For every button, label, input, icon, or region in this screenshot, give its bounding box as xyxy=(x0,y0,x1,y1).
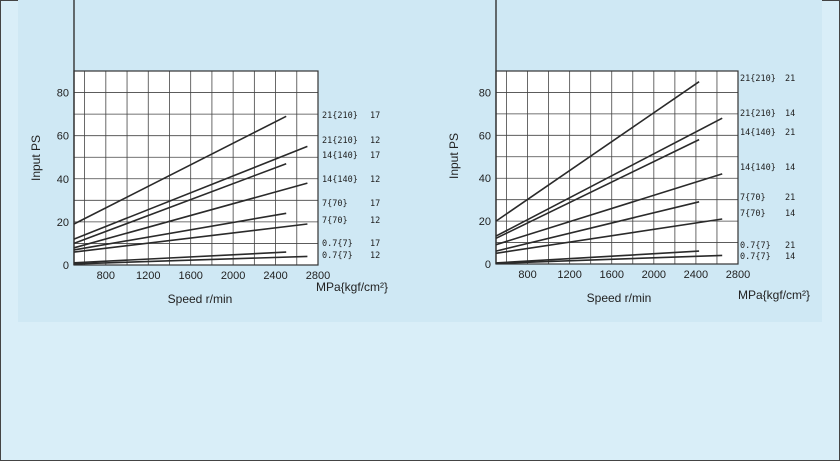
chart-1: 0 20 40 60 80 800 1200 1600 2000 2400 2800 Speed r/… xyxy=(29,0,388,306)
series-line xyxy=(73,115,287,225)
series-code-label: 12 xyxy=(370,175,380,185)
series-line xyxy=(495,254,723,265)
y-tick-label: 20 xyxy=(57,217,69,229)
y-tick-label: 60 xyxy=(479,130,491,142)
series-code-label: 17 xyxy=(370,151,380,161)
unit-label: MPa{kgf/cm²} xyxy=(316,280,388,294)
series-line xyxy=(73,223,308,253)
x-tick-label: 1600 xyxy=(178,270,202,282)
series-line xyxy=(73,251,287,264)
series-code-label: 14 xyxy=(785,163,795,173)
series-code-label: 14 xyxy=(785,109,795,119)
series-line xyxy=(495,218,723,255)
series-pressure-label: 14{140} xyxy=(740,163,776,173)
series-line xyxy=(495,81,700,222)
x-tick-label: 2400 xyxy=(263,270,287,282)
series-code-label: 21 xyxy=(785,74,795,84)
y-axis-label: Input PS xyxy=(29,135,43,181)
series-line xyxy=(73,255,308,265)
series-code-label: 21 xyxy=(785,241,795,251)
y-tick-label: 0 xyxy=(63,260,69,272)
series-pressure-label: 21{210} xyxy=(740,74,776,84)
series-pressure-label: 7{70} xyxy=(740,193,766,203)
unit-label: MPa{kgf/cm²} xyxy=(738,288,810,302)
series-code-label: 12 xyxy=(370,136,380,146)
y-tick-label: 80 xyxy=(479,87,491,99)
x-tick-label: 2400 xyxy=(684,269,708,281)
series-code-label: 14 xyxy=(785,209,795,219)
series-code-label: 12 xyxy=(370,251,380,261)
series-pressure-label: 21{210} xyxy=(322,136,358,146)
series-pressure-label: 0.7{7} xyxy=(740,252,771,262)
x-tick-label: 2800 xyxy=(306,270,330,282)
x-axis-label: Speed r/min xyxy=(168,292,233,306)
y-tick-label: 60 xyxy=(57,131,69,143)
series-line xyxy=(495,138,700,240)
series-code-label: 21 xyxy=(785,193,795,203)
series-code-label: 21 xyxy=(785,128,795,138)
series-line xyxy=(73,212,287,251)
series-code-label: 17 xyxy=(370,239,380,249)
y-tick-label: 80 xyxy=(57,88,69,100)
x-tick-label: 2800 xyxy=(726,269,750,281)
x-tick-label: 800 xyxy=(97,270,115,282)
series-pressure-label: 21{210} xyxy=(740,109,776,119)
series-pressure-label: 14{140} xyxy=(322,175,358,185)
y-axis-label: Input PS xyxy=(447,133,461,179)
series-line xyxy=(73,162,287,245)
x-tick-label: 800 xyxy=(518,269,536,281)
series-code-label: 12 xyxy=(370,216,380,226)
series-pressure-label: 21{210} xyxy=(322,111,358,121)
x-tick-label: 1600 xyxy=(599,269,623,281)
x-tick-label: 2000 xyxy=(221,270,245,282)
series-pressure-label: 14{140} xyxy=(322,151,358,161)
y-tick-label: 40 xyxy=(57,174,69,186)
chart-2: 0 20 40 60 80 800 1200 1600 2000 2400 2800 Speed r/… xyxy=(447,0,810,305)
x-tick-label: 2000 xyxy=(642,269,666,281)
series-code-label: 14 xyxy=(785,252,795,262)
series-line xyxy=(73,145,308,240)
series-pressure-label: 7{70} xyxy=(322,199,348,209)
series-pressure-label: 0.7{7} xyxy=(740,241,771,251)
series-pressure-label: 0.7{7} xyxy=(322,239,353,249)
x-tick-label: 1200 xyxy=(136,270,160,282)
series-line xyxy=(495,201,700,252)
plot-area xyxy=(74,71,318,265)
series-line xyxy=(495,117,723,237)
series-pressure-label: 0.7{7} xyxy=(322,251,353,261)
series-pressure-label: 7{70} xyxy=(322,216,348,226)
series-line xyxy=(73,182,308,249)
series-line xyxy=(495,250,700,264)
y-tick-label: 20 xyxy=(479,216,491,228)
x-tick-label: 1200 xyxy=(557,269,581,281)
y-tick-label: 0 xyxy=(485,259,491,271)
series-line xyxy=(495,173,723,246)
series-pressure-label: 14{140} xyxy=(740,128,776,138)
series-code-label: 17 xyxy=(370,199,380,209)
series-code-label: 17 xyxy=(370,111,380,121)
series-pressure-label: 7{70} xyxy=(740,209,766,219)
y-tick-label: 40 xyxy=(479,173,491,185)
x-axis-label: Speed r/min xyxy=(587,291,652,305)
